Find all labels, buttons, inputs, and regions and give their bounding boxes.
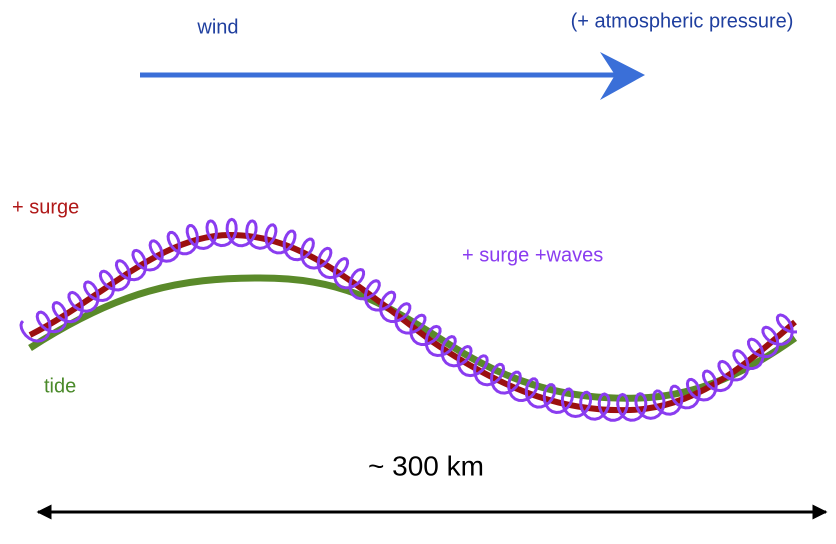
tide-label: tide bbox=[44, 375, 76, 397]
pressure-label: (+ atmospheric pressure) bbox=[571, 10, 794, 32]
surge-waves-label: + surge +waves bbox=[462, 244, 603, 266]
waves-curve bbox=[19, 217, 798, 422]
wind-arrow bbox=[140, 52, 645, 100]
distance-label: ~ 300 km bbox=[368, 450, 484, 481]
tide-curve bbox=[28, 274, 798, 402]
surge-label: + surge bbox=[12, 196, 79, 218]
wind-label: wind bbox=[196, 16, 238, 38]
